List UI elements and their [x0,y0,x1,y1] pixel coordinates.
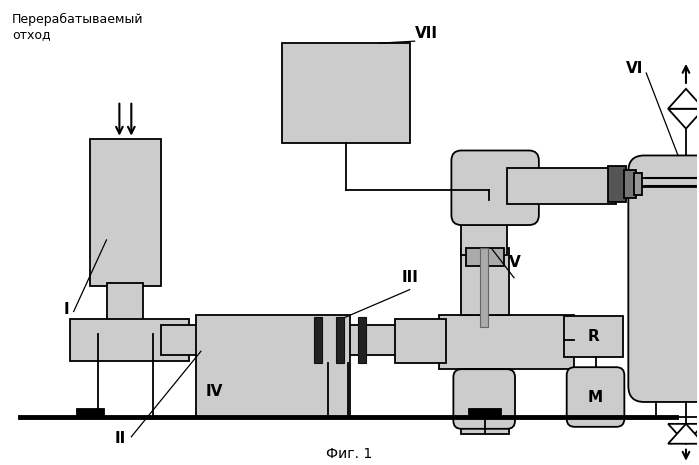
Bar [461,248,509,314]
Bar [196,314,350,417]
FancyBboxPatch shape [628,155,699,402]
Text: I: I [64,302,70,317]
Bar [624,170,636,198]
Bar [336,318,344,363]
Bar [282,43,410,143]
Text: IV: IV [206,384,223,399]
Text: II: II [115,431,127,446]
Bar [461,200,507,255]
Bar [77,409,104,417]
Polygon shape [668,89,699,109]
Bar [608,166,626,202]
Bar [358,318,366,363]
Bar [634,173,642,195]
Bar [480,248,488,327]
FancyBboxPatch shape [452,151,539,225]
Text: VI: VI [626,61,643,76]
Text: Перерабатываемый
отход: Перерабатываемый отход [12,13,143,41]
Bar [395,319,447,363]
Text: VII: VII [415,26,438,41]
Text: Фиг. 1: Фиг. 1 [326,447,373,461]
Bar [89,139,161,286]
Bar [507,168,617,204]
Bar [461,369,509,434]
Bar [108,283,143,334]
Polygon shape [668,424,699,444]
FancyBboxPatch shape [454,369,515,429]
Bar [315,318,322,363]
Bar [466,248,504,266]
Text: V: V [509,255,521,270]
FancyBboxPatch shape [567,367,624,427]
Polygon shape [668,424,699,444]
Bar [469,409,501,417]
Polygon shape [668,109,699,129]
Text: III: III [401,270,418,285]
Bar [161,326,459,355]
Text: M: M [588,390,603,405]
Bar [70,319,189,361]
Text: R: R [588,329,600,344]
Bar [563,315,624,357]
Bar [440,314,574,369]
